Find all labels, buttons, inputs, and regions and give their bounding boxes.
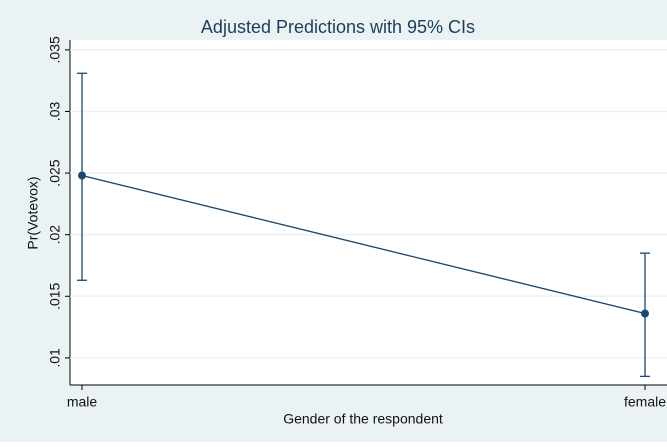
y-tick-label: .02 xyxy=(47,225,63,245)
x-tick-label: male xyxy=(67,394,98,410)
point xyxy=(641,309,649,318)
y-tick-label: .035 xyxy=(47,36,63,63)
point xyxy=(78,171,86,180)
y-tick-label: .015 xyxy=(47,282,63,309)
y-tick-label: .025 xyxy=(47,159,63,186)
y-axis-label: Pr(Votevox) xyxy=(25,176,41,249)
x-tick-label: female xyxy=(624,394,666,410)
y-tick-label: .03 xyxy=(47,102,63,122)
plot-area xyxy=(70,40,667,385)
y-tick-label: .01 xyxy=(47,348,63,368)
x-axis-label: Gender of the respondent xyxy=(283,411,443,427)
line xyxy=(81,174,646,315)
chart-title: Adjusted Predictions with 95% CIs xyxy=(201,17,475,37)
